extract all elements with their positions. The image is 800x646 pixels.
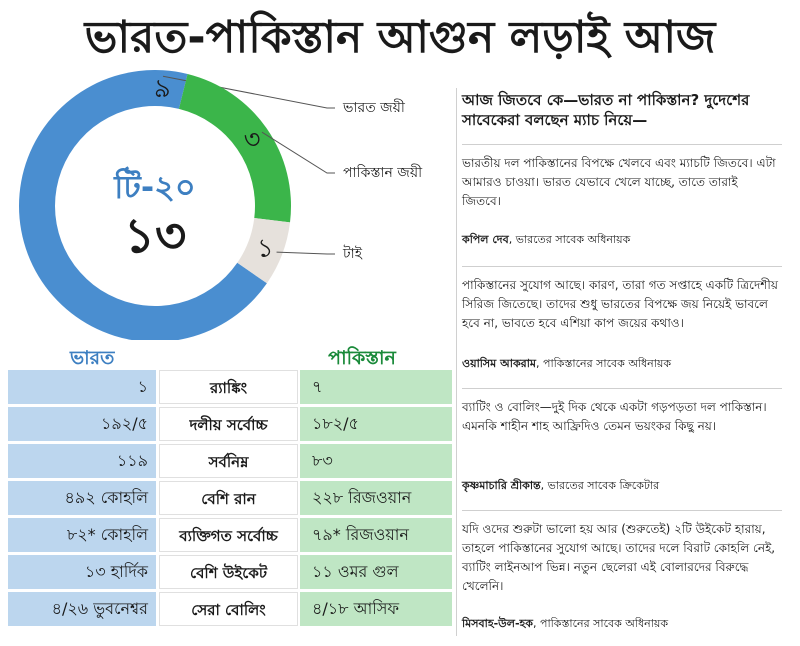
quote-author: ওয়াসিম আকরাম, পাকিস্তানের সাবেক অধিনায়… — [462, 356, 671, 372]
pakistan-stat-cell: ১৮২/৫ — [300, 407, 452, 441]
india-stat-cell: ৪/২৬ ভুবনেশ্বর — [8, 592, 156, 626]
pakistan-stat-cell: ১১ ওমর গুল — [300, 555, 452, 589]
center-label: টি-২০ — [113, 166, 195, 206]
stat-label-cell: ব্যক্তিগত সর্বোচ্চ — [159, 518, 298, 552]
quote-separator — [462, 266, 782, 267]
quote-text: পাকিস্তানের সুযোগ আছে। কারণ, তারা গত সপ্… — [462, 278, 778, 330]
quote-separator — [462, 388, 782, 389]
donut-slice-1 — [178, 73, 291, 223]
author-name: মিসবাহ-উল-হক — [462, 617, 533, 630]
donut-slice-2 — [237, 218, 291, 284]
legend-leader-line — [276, 251, 335, 255]
india-stat-cell: ১৯২/৫ — [8, 407, 156, 441]
stat-label-cell: বেশি রান — [159, 481, 298, 515]
stat-label-cell: সর্বনিম্ন — [159, 444, 298, 478]
page-title: ভারত-পাকিস্তান আগুন লড়াই আজ — [84, 12, 716, 63]
quote-separator — [462, 510, 782, 511]
author-name: ওয়াসিম আকরাম — [462, 357, 536, 370]
stat-label-cell: র‍্যাঙ্কিং — [159, 370, 298, 404]
author-name: কৃষ্ণমাচারি শ্রীকান্ত — [462, 479, 541, 492]
pakistan-stat-cell: ৮৩ — [300, 444, 452, 478]
india-stat-cell: ১ — [8, 370, 156, 404]
pakistan-stat-cell: ৭ — [300, 370, 452, 404]
quote-separator — [462, 144, 782, 145]
quote-text: ব্যাটিং ও বোলিং—দুই দিক থেকে একটা গড়পড়… — [462, 400, 767, 433]
stats-row: ১১৯ সর্বনিম্ন ৮৩ — [8, 444, 452, 478]
team-header-pakistan: পাকিস্তান — [328, 347, 396, 369]
stats-row: ৮২* কোহলি ব্যক্তিগত সর্বোচ্চ ৭৯* রিজওয়ান — [8, 518, 452, 552]
quote-text: যদি ওদের শুরুটা ভালো হয় আর (শুরুতেই) ২ট… — [462, 522, 776, 593]
center-value: ১৩ — [124, 208, 186, 264]
quote-block: যদি ওদের শুরুটা ভালো হয় আর (শুরুতেই) ২ট… — [462, 520, 778, 630]
slice-value-label: ৯ — [154, 74, 171, 104]
author-role: , পাকিস্তানের সাবেক অধিনায়ক — [536, 357, 672, 370]
slice-value-label: ১ — [257, 234, 274, 264]
stats-row: ৪/২৬ ভুবনেশ্বর সেরা বোলিং ৪/১৮ আসিফ — [8, 592, 452, 626]
legend-label: ভারত জয়ী — [342, 99, 406, 116]
stat-label-cell: দলীয় সর্বোচ্চ — [159, 407, 298, 441]
stats-row: ১৩ হার্দিক বেশি উইকেট ১১ ওমর গুল — [8, 555, 452, 589]
pakistan-stat-cell: ৪/১৮ আসিফ — [300, 592, 452, 626]
quote-block: ভারতীয় দল পাকিস্তানের বিপক্ষে খেলবে এবং… — [462, 154, 778, 264]
quote-author: কপিল দেব, ভারতের সাবেক অধিনায়ক — [462, 232, 630, 248]
quote-block: পাকিস্তানের সুযোগ আছে। কারণ, তারা গত সপ্… — [462, 276, 778, 386]
team-header-india: ভারত — [70, 347, 115, 369]
author-role: , ভারতের সাবেক ক্রিকেটার — [540, 479, 660, 492]
stat-label-cell: সেরা বোলিং — [159, 592, 298, 626]
quote-author: মিসবাহ-উল-হক, পাকিস্তানের সাবেক অধিনায়ক — [462, 616, 668, 632]
quote-text: ভারতীয় দল পাকিস্তানের বিপক্ষে খেলবে এবং… — [462, 156, 776, 208]
author-role: , ভারতের সাবেক অধিনায়ক — [508, 233, 631, 246]
stats-row: ১ র‍্যাঙ্কিং ৭ — [8, 370, 452, 404]
legend-label: পাকিস্তান জয়ী — [343, 164, 423, 181]
india-stat-cell: ৪৯২ কোহলি — [8, 481, 156, 515]
author-name: কপিল দেব — [462, 233, 509, 246]
pakistan-stat-cell: ৭৯* রিজওয়ান — [300, 518, 452, 552]
quotes-heading: আজ জিতবে কে—ভারত না পাকিস্তান? দুদেশের স… — [462, 91, 750, 129]
pakistan-stat-cell: ২২৮ রিজওয়ান — [300, 481, 452, 515]
donut-slice-0 — [19, 70, 267, 340]
india-stat-cell: ৮২* কোহলি — [8, 518, 156, 552]
quote-author: কৃষ্ণমাচারি শ্রীকান্ত, ভারতের সাবেক ক্রি… — [462, 478, 659, 494]
quote-block: ব্যাটিং ও বোলিং—দুই দিক থেকে একটা গড়পড়… — [462, 398, 778, 508]
legend-label: টাই — [342, 245, 363, 262]
india-stat-cell: ১১৯ — [8, 444, 156, 478]
legend-leader-line — [261, 131, 335, 174]
stats-row: ১৯২/৫ দলীয় সর্বোচ্চ ১৮২/৫ — [8, 407, 452, 441]
stats-row: ৪৯২ কোহলি বেশি রান ২২৮ রিজওয়ান — [8, 481, 452, 515]
stat-label-cell: বেশি উইকেট — [159, 555, 298, 589]
slice-value-label: ৩ — [244, 125, 261, 155]
column-divider — [456, 88, 457, 636]
author-role: , পাকিস্তানের সাবেক অধিনায়ক — [532, 617, 669, 630]
india-stat-cell: ১৩ হার্দিক — [8, 555, 156, 589]
